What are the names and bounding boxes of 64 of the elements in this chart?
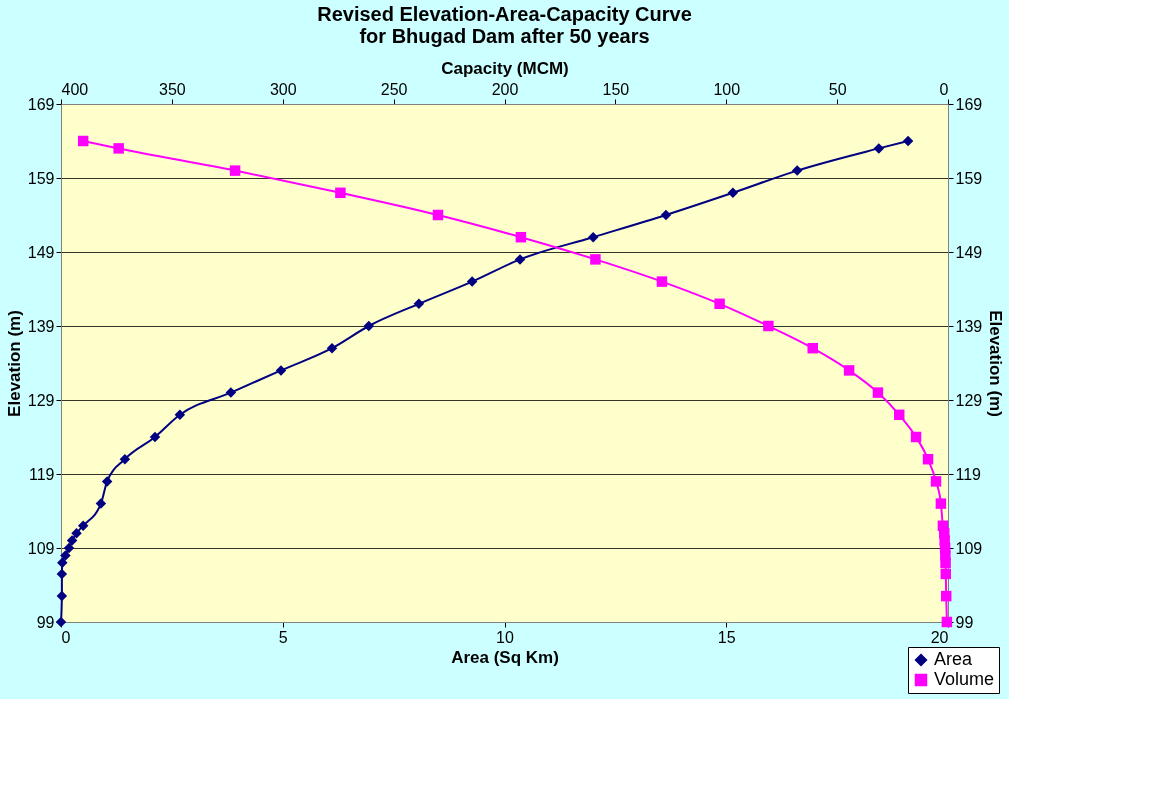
point — [55, 616, 67, 628]
x-tick-label: 5 — [278, 628, 288, 646]
point — [63, 542, 75, 554]
x2-tick-label: 400 — [61, 80, 89, 98]
x-tick-label: 20 — [930, 628, 949, 646]
point — [873, 143, 885, 154]
point — [95, 498, 107, 509]
x2-tick-label: 100 — [713, 80, 741, 98]
x2-tick-label: 200 — [491, 80, 519, 98]
y2-tick-label: 159 — [955, 169, 983, 187]
x2-tick-label: 50 — [828, 80, 847, 98]
point — [902, 135, 914, 147]
x-tick-label: 0 — [61, 628, 71, 646]
x2-tick-label: 300 — [269, 80, 297, 98]
x-tick-label: 10 — [496, 628, 514, 646]
point — [275, 365, 287, 376]
y-tick-label: 149 — [27, 243, 55, 261]
y-axis-title: Elevation (m) — [4, 310, 24, 417]
point — [149, 431, 161, 443]
point — [587, 231, 599, 243]
point — [77, 520, 89, 532]
y2-tick-label: 99 — [955, 613, 974, 631]
point — [71, 527, 82, 539]
point — [727, 187, 739, 199]
point — [119, 453, 131, 465]
x2-tick-label: 150 — [602, 80, 630, 98]
y2-tick-label: 169 — [955, 95, 983, 113]
y-tick-label: 119 — [28, 465, 55, 483]
x2-tick-label: 250 — [380, 80, 408, 98]
legend-label: Volume — [934, 669, 995, 689]
y-tick-label: 99 — [36, 613, 55, 631]
y2-tick-label: 149 — [955, 243, 983, 261]
point — [791, 165, 803, 176]
point — [466, 276, 478, 287]
y-tick-label: 129 — [27, 391, 55, 409]
y2-axis-title: Elevation (m) — [986, 310, 1006, 417]
y2-tick-label: 109 — [955, 539, 983, 557]
y-tick-label: 159 — [27, 169, 55, 187]
point — [225, 387, 237, 398]
y2-tick-label: 119 — [955, 465, 982, 483]
point — [57, 557, 68, 569]
y2-tick-label: 139 — [955, 317, 983, 335]
y-tick-label: 169 — [27, 95, 55, 113]
x-tick-label: 15 — [717, 628, 736, 646]
x2-tick-label: 0 — [939, 80, 949, 98]
x2-axis-title: Capacity (MCM) — [441, 58, 569, 78]
point — [326, 342, 338, 354]
point — [56, 590, 68, 602]
point — [56, 568, 68, 580]
point — [60, 550, 71, 561]
y2-tick-label: 129 — [955, 391, 983, 409]
point — [66, 535, 78, 546]
chart-title: Revised Elevation-Area-Capacity Curve for Bhugad Dam after 50 years — [317, 3, 692, 47]
y-tick-label: 109 — [27, 539, 55, 557]
x-axis-title: Area (Sq Km) — [451, 647, 559, 667]
point — [101, 476, 113, 487]
x2-tick-label: 350 — [159, 80, 186, 98]
legend-label: Area — [934, 649, 974, 669]
point — [514, 254, 526, 265]
point — [363, 320, 375, 332]
point — [174, 409, 186, 421]
point — [660, 209, 672, 221]
y-tick-label: 139 — [27, 317, 55, 335]
point — [413, 298, 425, 310]
